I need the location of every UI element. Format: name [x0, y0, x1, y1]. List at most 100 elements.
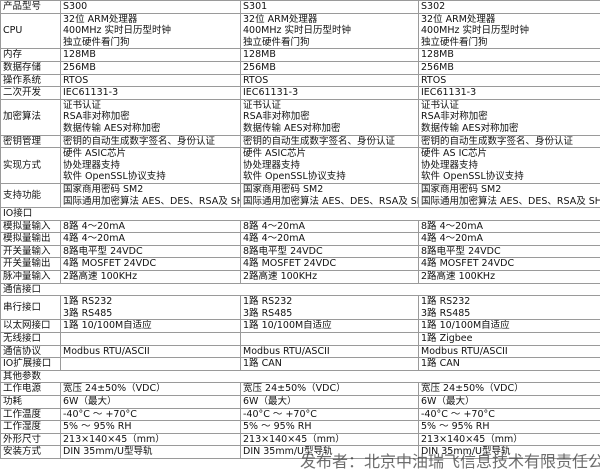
value-cell: 4路 MOSFET 24VDC: [418, 257, 600, 272]
row-label: 操作系统: [0, 73, 61, 88]
cell-text: RSA非对称加密: [243, 111, 310, 123]
value-cell: [240, 332, 419, 346]
cell-text: 400MHz 实时日历型时钟: [421, 25, 529, 37]
value-cell: IEC61131-3: [240, 86, 419, 100]
row: 加密算法 证书认证 RSA非对称加密 数据传输 AES对称加密 证书认证 RSA非对称加密…: [0, 98, 600, 136]
cell-text: 密钥管理: [3, 135, 42, 147]
cell-text: 8路 4～20mA: [243, 220, 305, 232]
row: IO扩展接口 1路 CAN 1路 CAN: [0, 357, 600, 371]
cell-text: 256MB: [243, 61, 276, 73]
row-label: 模拟量输出: [0, 232, 61, 246]
value-cell: 1路 RS232 3路 RS485: [60, 295, 241, 321]
cell-text: 4路 MOSFET 24VDC: [243, 258, 337, 270]
section-row: 其他参数: [0, 369, 600, 384]
value-cell: 256MB: [240, 60, 419, 75]
value-cell: RTOS: [418, 73, 600, 88]
cell-text: 256MB: [421, 61, 454, 73]
cell-text: 协处理器支持: [243, 159, 301, 171]
value-cell: 密钥的自动生成数字签名、身份认证: [240, 134, 419, 149]
value-cell: 国家商用密码 SM2 国际通用加密算法 AES、DES、RSA及 SHA: [418, 182, 600, 209]
cell-text: 功耗: [3, 396, 23, 407]
value-cell: 1路 10/100M自适应: [240, 319, 419, 334]
cell-text: 2路高速 100KHz: [63, 271, 138, 283]
row-label: 模拟量输入: [0, 219, 61, 234]
cell-text: 1路 10/100M自适应: [63, 320, 152, 332]
value-cell: 8路 4～20mA: [240, 219, 419, 234]
cell-text: -40°C ～ +70°C: [243, 408, 317, 420]
row: 开关量输入 8路电平型 24VDC 8路电平型 24VDC 8路电平型 24VDC: [0, 244, 600, 259]
value-cell: 256MB: [418, 60, 600, 75]
cell-text: 独立硬件看门狗: [243, 36, 310, 48]
row: 脉冲量输入 2路高速 100KHz 2路高速 100KHz 2路高速 100KHz: [0, 270, 600, 284]
cell-text: 通信协议: [3, 345, 42, 357]
row: 工作电源 宽压 24±50%（VDC） 宽压 24±50%（VDC） 宽压 24±50…: [0, 382, 600, 396]
value-cell: DIN 35mm/U型导轨: [60, 445, 241, 459]
cell-text: RSA非对称加密: [63, 111, 130, 123]
value-cell: [60, 357, 241, 371]
value-cell: RTOS: [240, 73, 419, 88]
value-cell: [60, 332, 241, 346]
cell-text: 2路高速 100KHz: [243, 271, 318, 283]
cell-text: 4路 MOSFET 24VDC: [421, 258, 515, 270]
value-cell: 8路 4～20mA: [60, 219, 241, 234]
value-cell: 硬件 ASIC芯片 协处理器支持 软件 OpenSSL协议支持: [240, 147, 419, 184]
cell-text: DIN 35mm/U型导轨: [421, 446, 511, 458]
row-label: 通信协议: [0, 344, 61, 359]
cell-text: 128MB: [421, 49, 454, 61]
cell-text: 8路 4～20mA: [421, 220, 483, 232]
cell-text: 宽压 24±50%（VDC）: [421, 383, 524, 395]
cell-text: 产品型号: [3, 1, 42, 12]
row-label: 数据存储: [0, 60, 61, 75]
cell-text: 独立硬件看门狗: [421, 36, 488, 48]
cell-text: 国家商用密码 SM2: [421, 183, 502, 195]
cell-text: 串行接口: [3, 302, 42, 314]
value-cell: -40°C ～ +70°C: [60, 407, 241, 422]
cell-text: 128MB: [243, 49, 276, 61]
value-cell: 2路高速 100KHz: [240, 270, 419, 284]
cell-text: 32位 ARM处理器: [421, 13, 496, 25]
value-cell: 4路 4～20mA: [60, 232, 241, 246]
cell-text: S300: [63, 1, 88, 12]
cell-text: RTOS: [243, 74, 269, 86]
value-cell: 4路 MOSFET 24VDC: [60, 257, 241, 272]
value-cell: 国家商用密码 SM2 国际通用加密算法 AES、DES、RSA及 SHA: [60, 182, 241, 209]
cell-text: 数据存储: [3, 61, 42, 73]
cell-text: 独立硬件看门狗: [63, 36, 130, 48]
cell-text: 证书认证: [63, 99, 102, 111]
cell-text: 硬件 ASIC芯片: [63, 148, 126, 160]
cell-text: 6W（最大）: [243, 396, 297, 407]
cell-text: 国际通用加密算法 AES、DES、RSA及 SHA: [243, 195, 419, 207]
value-cell: 1路 10/100M自适应: [60, 319, 241, 334]
cell-text: 支持功能: [3, 189, 42, 201]
cell-text: 213×140×45（mm）: [63, 433, 165, 445]
cell-text: 32位 ARM处理器: [243, 13, 318, 25]
cell-text: 3路 RS485: [421, 307, 471, 319]
value-cell: 硬件 ASIC芯片 协处理器支持 软件 OpenSSL协议支持: [60, 147, 241, 184]
row: 内存 128MB 128MB 128MB: [0, 48, 600, 62]
cell-text: 8路电平型 24VDC: [63, 245, 143, 257]
row: 通信协议 Modbus RTU/ASCII Modbus RTU/ASCII Modb…: [0, 344, 600, 359]
value-cell: 32位 ARM处理器 400MHz 实时日历型时钟 独立硬件看门狗: [60, 12, 241, 50]
cell-text: 内存: [3, 49, 23, 61]
row: 密钥管理 密钥的自动生成数字签名、身份认证 密钥的自动生成数字签名、身份认证 密钥的自…: [0, 134, 600, 149]
row-label: 实现方式: [0, 147, 61, 184]
row-label: 工作湿度: [0, 420, 61, 434]
cell-text: 256MB: [63, 61, 96, 73]
value-cell: 硬件 AS IC芯片 协处理器支持 软件 OpenSSL协议支持: [418, 147, 600, 184]
cell-text: 400MHz 实时日历型时钟: [243, 25, 351, 37]
cell-text: 1路 RS232: [421, 296, 471, 308]
cell-text: 模拟量输出: [3, 233, 51, 245]
cell-text: 证书认证: [243, 99, 282, 111]
cell-text: 软件 OpenSSL协议支持: [63, 171, 166, 183]
cell-text: 加密算法: [3, 111, 42, 123]
header-cell: S302: [418, 0, 600, 14]
cell-text: 硬件 AS IC芯片: [421, 148, 488, 160]
cell-text: 宽压 24±50%（VDC）: [63, 383, 166, 395]
cell-text: S301: [243, 1, 268, 12]
value-cell: 1路 10/100M自适应: [418, 319, 600, 334]
row-label: 功耗: [0, 395, 61, 409]
cell-text: 协处理器支持: [63, 159, 121, 171]
row: 模拟量输出 4路 4～20mA 4路 4～20mA 4路 4～20mA: [0, 232, 600, 246]
cell-text: 1路 RS232: [63, 296, 113, 308]
